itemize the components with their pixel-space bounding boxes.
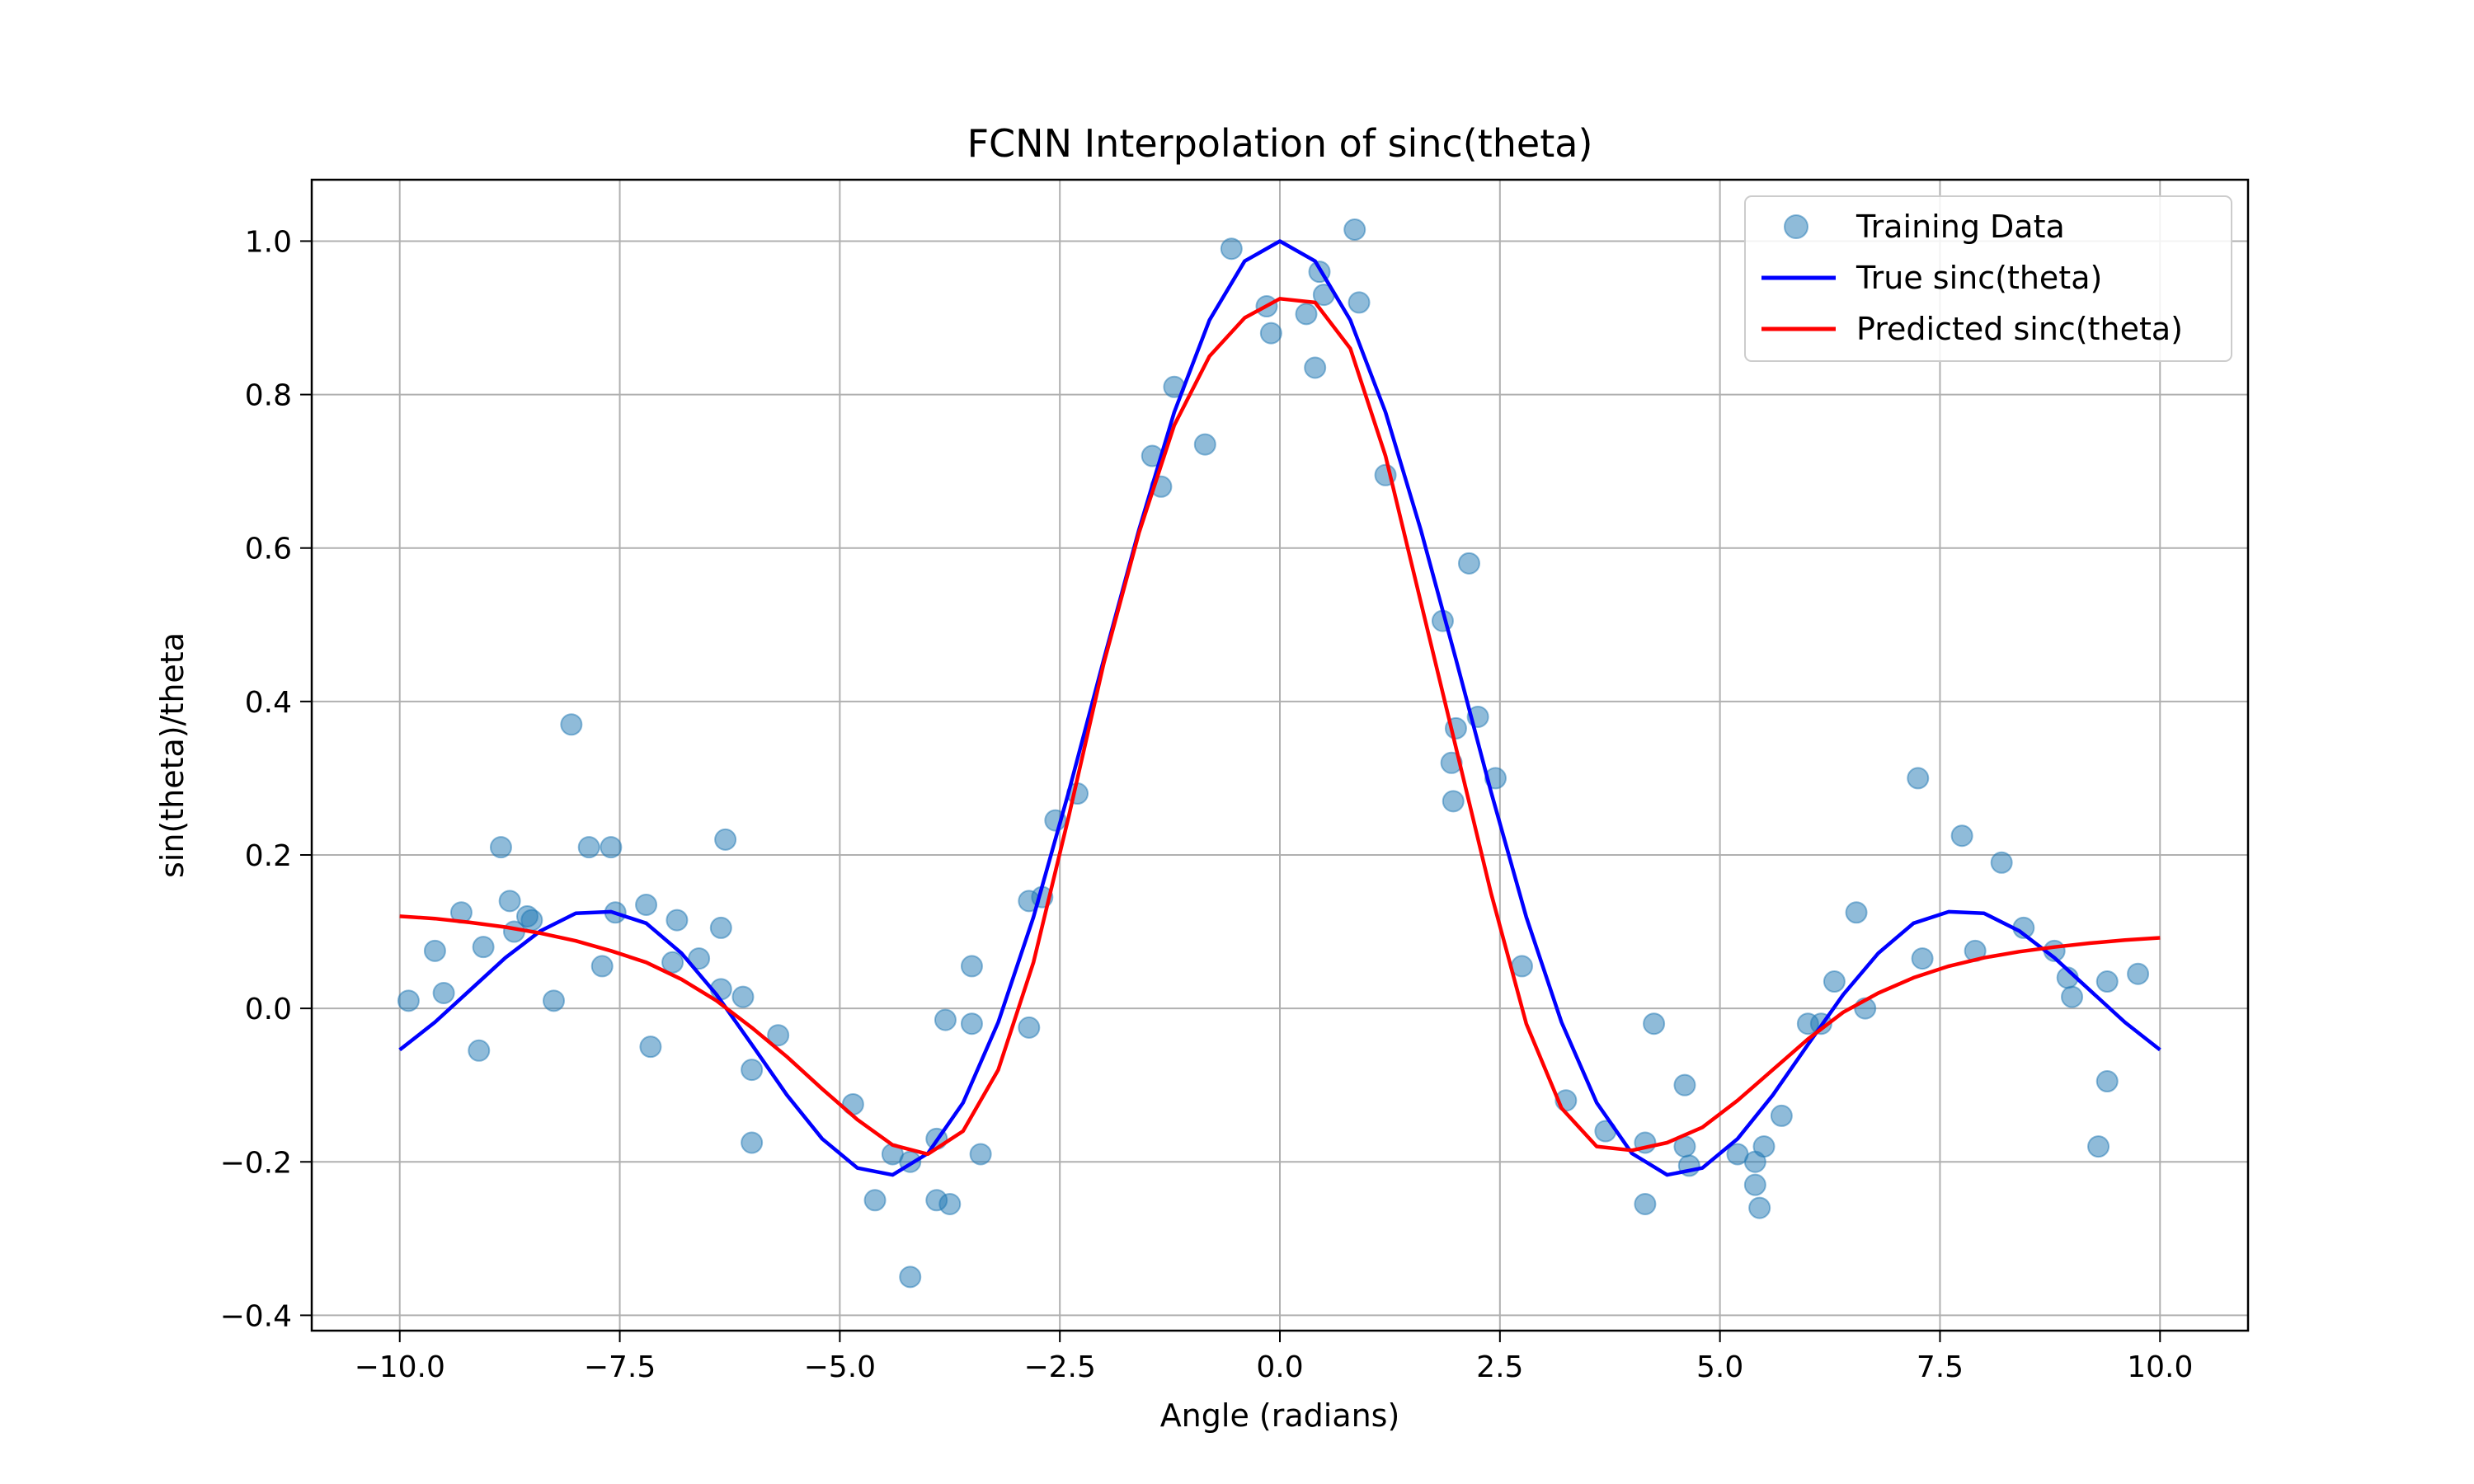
legend-label-predicted-sinc: Predicted sinc(theta) xyxy=(1856,311,2183,347)
scatter-point xyxy=(590,955,614,978)
scatter-point xyxy=(1457,552,1480,575)
scatter-point xyxy=(1845,901,1868,924)
scatter-point xyxy=(960,1012,983,1036)
y-axis-label: sin(theta)/theta xyxy=(154,632,190,878)
scatter-point xyxy=(1220,237,1243,261)
scatter-point xyxy=(863,1189,887,1212)
scatter-point xyxy=(938,1192,962,1215)
scatter-point xyxy=(1823,970,1846,993)
scatter-point xyxy=(741,1059,764,1082)
scatter-point xyxy=(1193,433,1216,456)
x-tick-label: 5.0 xyxy=(1696,1350,1743,1384)
scatter-point xyxy=(423,939,446,962)
x-tick-label: 10.0 xyxy=(2127,1350,2193,1384)
predicted-sinc-line xyxy=(399,297,2161,1157)
scatter-point xyxy=(472,936,495,959)
scatter-point xyxy=(1343,218,1366,241)
scatter-point xyxy=(397,989,420,1012)
true-sinc-line xyxy=(398,239,2161,1177)
y-tick-label: 0.2 xyxy=(245,839,292,873)
scatter-point xyxy=(1348,291,1371,314)
scatter-point xyxy=(1511,955,1533,978)
scatter-point xyxy=(688,947,711,970)
y-tick-label: −0.4 xyxy=(220,1299,292,1333)
legend-label-true-sinc: True sinc(theta) xyxy=(1856,260,2102,296)
grid-lines xyxy=(312,180,2248,1331)
scatter-point xyxy=(639,1036,662,1059)
scatter-point xyxy=(731,985,755,1008)
scatter-point xyxy=(1018,1016,1041,1039)
axis-ticks: −10.0 −7.5 −5.0 −2.5 0.0 2.5 5.0 7.5 10.0 −0.4 −0.… xyxy=(220,225,2194,1384)
legend: Training Data True sinc(theta) Predicted… xyxy=(1744,195,2232,362)
scatter-point xyxy=(1907,767,1930,790)
scatter-point xyxy=(543,989,565,1012)
plot-area xyxy=(397,218,2161,1289)
y-tick-label: 1.0 xyxy=(245,225,292,259)
scatter-point xyxy=(468,1039,491,1062)
scatter-point xyxy=(2127,962,2150,985)
x-tick-label: −5.0 xyxy=(804,1350,876,1384)
legend-label-training-data: Training Data xyxy=(1856,209,2065,245)
scatter-point xyxy=(661,951,684,974)
scatter-point xyxy=(577,836,600,859)
scatter-point xyxy=(666,909,689,932)
x-tick-label: 0.0 xyxy=(1256,1350,1303,1384)
legend-box xyxy=(1744,195,2232,362)
scatter-point xyxy=(1743,1173,1766,1196)
x-tick-label: −2.5 xyxy=(1023,1350,1095,1384)
legend-marker-training-data xyxy=(1784,214,1808,239)
scatter-point xyxy=(1752,1135,1776,1158)
scatter-point xyxy=(934,1008,957,1031)
scatter-point xyxy=(899,1266,922,1289)
scatter-point xyxy=(1950,824,1973,848)
scatter-point xyxy=(1304,356,1327,379)
scatter-point xyxy=(1748,1196,1771,1219)
y-tick-label: −0.2 xyxy=(220,1146,292,1180)
chart-title: FCNN Interpolation of sinc(theta) xyxy=(967,121,1593,166)
scatter-point xyxy=(600,836,623,859)
x-axis-label: Angle (radians) xyxy=(1160,1397,1400,1434)
y-tick-label: 0.0 xyxy=(245,993,292,1026)
scatter-point xyxy=(2087,1135,2110,1158)
scatter-point xyxy=(498,890,521,913)
x-tick-label: 7.5 xyxy=(1917,1350,1964,1384)
scatter-point xyxy=(1442,790,1465,813)
scatter-point xyxy=(1990,851,2013,874)
scatter-point xyxy=(2061,985,2084,1008)
x-tick-label: 2.5 xyxy=(1476,1350,1523,1384)
x-tick-label: −10.0 xyxy=(355,1350,445,1384)
scatter-point xyxy=(489,836,512,859)
y-tick-label: 0.4 xyxy=(245,686,292,720)
scatter-point xyxy=(741,1131,764,1154)
scatter-point xyxy=(714,828,737,851)
scatter-point xyxy=(969,1143,992,1166)
scatter-point xyxy=(1634,1192,1657,1215)
scatter-point xyxy=(1911,947,1934,970)
y-tick-label: 0.8 xyxy=(245,379,292,413)
scatter-point xyxy=(2095,1070,2119,1093)
scatter-point xyxy=(960,955,983,978)
scatter-point xyxy=(709,916,732,939)
scatter-point xyxy=(432,982,455,1005)
scatter-point xyxy=(1673,1073,1696,1097)
x-tick-label: −7.5 xyxy=(584,1350,656,1384)
scatter-point xyxy=(560,713,583,736)
scatter-point xyxy=(1643,1012,1666,1036)
scatter-point xyxy=(1295,303,1318,326)
scatter-point xyxy=(767,1024,790,1047)
scatter-point xyxy=(1259,322,1282,345)
scatter-point xyxy=(520,909,543,932)
scatter-point xyxy=(2095,970,2119,993)
scatter-point xyxy=(635,893,658,916)
y-tick-label: 0.6 xyxy=(245,533,292,566)
scatter-point xyxy=(1770,1104,1793,1127)
